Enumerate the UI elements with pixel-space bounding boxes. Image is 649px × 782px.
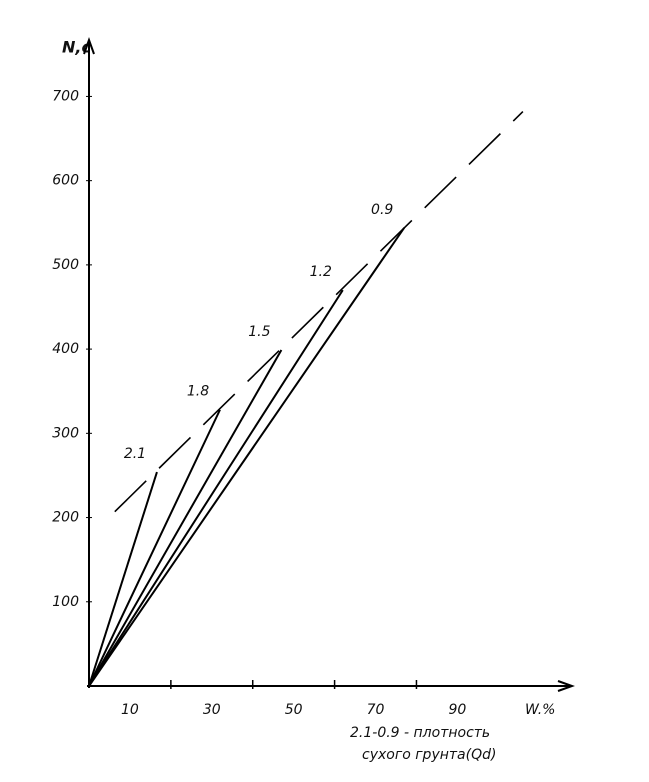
y-tick-label: 400	[52, 341, 79, 357]
y-axis-arrow	[83, 37, 95, 55]
series-line	[88, 409, 221, 687]
x-axis-label: W.%	[525, 702, 555, 718]
x-axis-arrow	[557, 680, 575, 692]
x-tick-label: 10	[121, 702, 139, 718]
y-tick-label: 100	[52, 594, 79, 610]
series-label: 2.1	[124, 446, 146, 462]
y-tick-label: 300	[52, 425, 79, 441]
series-label: 0.9	[371, 202, 393, 218]
envelope-line	[114, 111, 524, 513]
series-label: 1.5	[248, 324, 270, 340]
y-tick-label: 600	[52, 173, 79, 189]
caption: сухого грунта(Qd)	[362, 747, 496, 763]
x-tick-label: 70	[367, 702, 385, 718]
series-label: 1.2	[310, 264, 332, 280]
series-line	[88, 471, 158, 687]
x-tick-label: 50	[285, 702, 303, 718]
series-line	[88, 289, 344, 687]
y-tick-label: 500	[52, 257, 79, 273]
y-tick-label: 700	[52, 88, 79, 104]
y-tick-label: 200	[52, 510, 79, 526]
series-label: 1.8	[187, 384, 209, 400]
x-tick-label: 30	[203, 702, 221, 718]
series-line	[88, 227, 406, 687]
series-line	[88, 349, 283, 687]
caption: 2.1-0.9 - плотность	[350, 725, 490, 741]
x-tick-label: 90	[448, 702, 466, 718]
